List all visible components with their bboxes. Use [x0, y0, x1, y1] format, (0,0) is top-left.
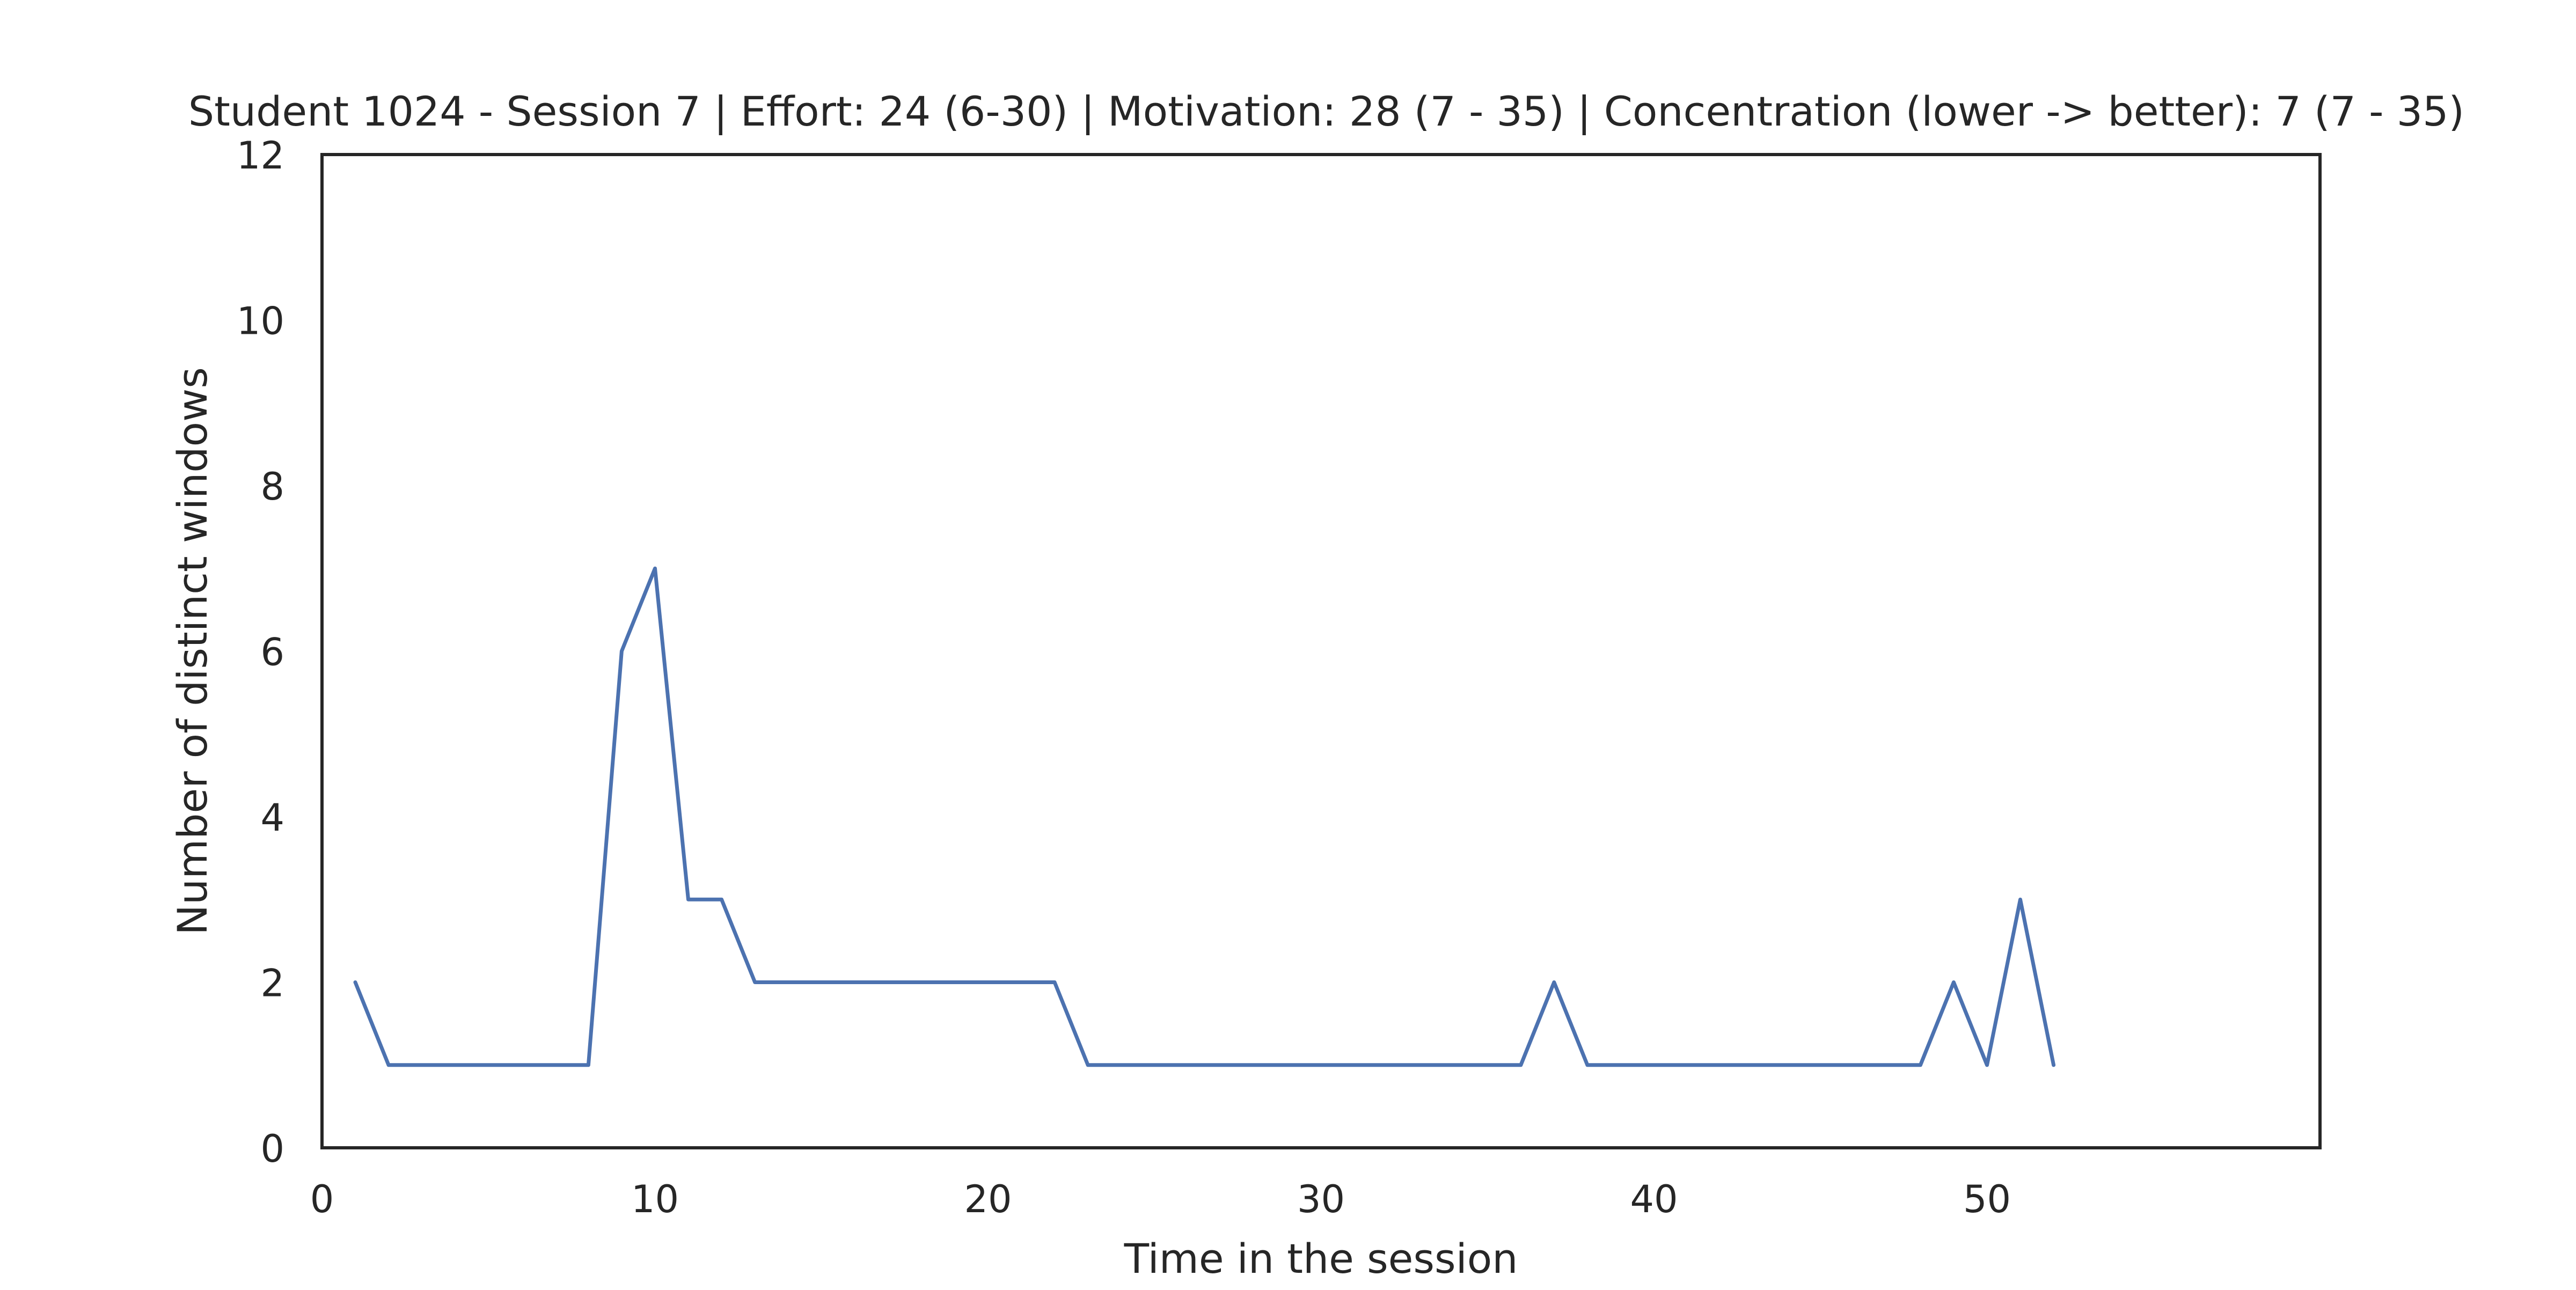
- y-tick-label: 2: [260, 962, 284, 1006]
- y-axis-ticks: 0 2 4 6 8 10 12: [237, 134, 284, 1171]
- chart-title: Student 1024 - Session 7 | Effort: 24 (6…: [188, 87, 2464, 136]
- series-group: [353, 566, 2056, 1067]
- y-tick-label: 12: [237, 134, 284, 178]
- y-tick-label: 6: [260, 631, 284, 675]
- x-tick-label: 50: [1963, 1177, 2011, 1221]
- series-line: [353, 566, 2056, 1067]
- y-tick-label: 4: [260, 796, 284, 840]
- x-tick-label: 40: [1630, 1177, 1678, 1221]
- x-tick-label: 0: [310, 1177, 334, 1221]
- y-tick-label: 10: [237, 299, 284, 343]
- x-tick-label: 30: [1297, 1177, 1345, 1221]
- x-tick-label: 20: [964, 1177, 1012, 1221]
- x-axis-label: Time in the session: [1124, 1235, 1518, 1282]
- x-tick-label: 10: [631, 1177, 679, 1221]
- plot-frame: [320, 153, 2322, 1149]
- y-tick-label: 8: [260, 465, 284, 509]
- y-tick-label: 0: [260, 1127, 284, 1171]
- y-axis-label: Number of distinct windows: [169, 367, 216, 935]
- x-axis-ticks: 0 10 20 30 40 50: [310, 1177, 2011, 1221]
